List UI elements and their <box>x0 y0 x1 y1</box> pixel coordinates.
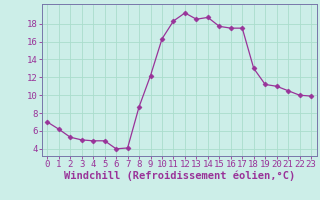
X-axis label: Windchill (Refroidissement éolien,°C): Windchill (Refroidissement éolien,°C) <box>64 171 295 181</box>
